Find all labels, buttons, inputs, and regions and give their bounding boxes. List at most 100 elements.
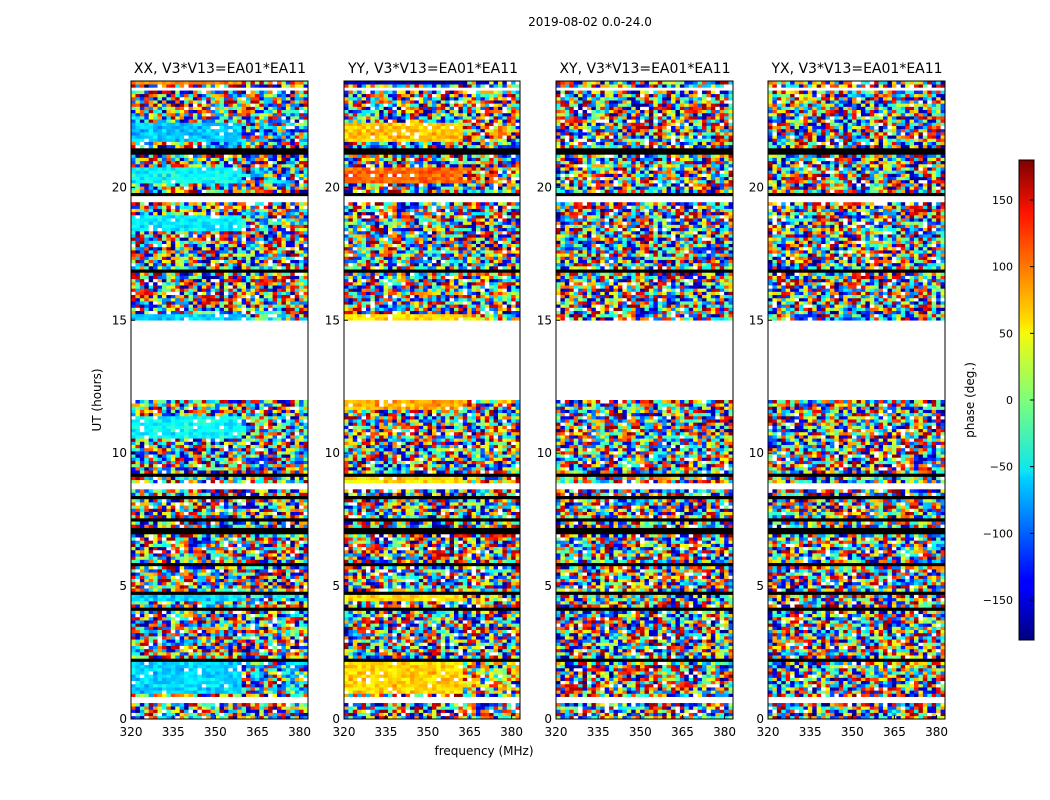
heatmap-cell xyxy=(188,540,194,544)
heatmap-cell xyxy=(232,291,238,296)
heatmap-cell xyxy=(254,224,260,229)
heatmap-cell xyxy=(250,301,256,305)
heatmap-cell xyxy=(157,677,163,682)
heatmap-cell xyxy=(179,230,185,235)
heatmap-cell xyxy=(228,671,234,675)
heatmap-cell xyxy=(161,674,167,678)
heatmap-cell xyxy=(161,537,167,541)
heatmap-cell xyxy=(192,186,198,190)
heatmap-cell xyxy=(299,454,304,458)
heatmap-cell xyxy=(206,578,211,583)
heatmap-cell xyxy=(223,253,229,257)
heatmap-cell xyxy=(166,463,172,468)
heatmap-cell xyxy=(232,205,238,209)
heatmap-cell xyxy=(215,281,220,286)
heatmap-cell xyxy=(192,712,198,717)
heatmap-cell xyxy=(179,412,185,417)
heatmap-cell xyxy=(135,285,141,289)
heatmap-cell xyxy=(219,202,225,206)
heatmap-cell xyxy=(232,230,238,235)
heatmap-cell xyxy=(219,250,225,254)
heatmap-cell xyxy=(237,642,242,646)
heatmap-cell xyxy=(272,214,278,219)
heatmap-cell xyxy=(259,441,265,445)
heatmap-cell xyxy=(303,221,309,225)
heatmap-cell xyxy=(241,214,247,219)
heatmap-cell xyxy=(175,610,180,615)
heatmap-cell xyxy=(241,256,247,260)
heatmap-cell xyxy=(241,444,247,449)
heatmap-cell xyxy=(144,661,149,666)
heatmap-cell xyxy=(184,664,189,669)
heatmap-cell xyxy=(281,415,287,420)
heatmap-cell xyxy=(228,683,234,688)
heatmap-cell xyxy=(228,202,234,206)
heatmap-cell xyxy=(259,709,265,713)
heatmap-cell xyxy=(219,234,225,238)
heatmap-cell xyxy=(241,253,247,257)
heatmap-cell xyxy=(139,715,145,720)
heatmap-cell xyxy=(131,208,136,213)
heatmap-cell xyxy=(139,690,145,694)
heatmap-cell xyxy=(201,454,207,458)
heatmap-cell xyxy=(219,712,225,717)
heatmap-cell xyxy=(206,202,211,206)
heatmap-cell xyxy=(281,687,287,691)
heatmap-cell xyxy=(135,460,141,465)
heatmap-cell xyxy=(157,623,163,627)
heatmap-cell xyxy=(135,712,141,717)
heatmap-cell xyxy=(161,425,167,430)
heatmap-cell xyxy=(281,211,287,216)
heatmap-cell xyxy=(201,431,207,436)
heatmap-cell xyxy=(201,313,207,318)
heatmap-cell xyxy=(277,189,282,193)
heatmap-cell xyxy=(170,597,176,602)
heatmap-cell xyxy=(161,431,167,436)
heatmap-cell xyxy=(210,703,216,707)
heatmap-cell xyxy=(268,709,273,713)
heatmap-cell xyxy=(246,514,251,519)
heatmap-cell xyxy=(299,588,304,592)
heatmap-cell xyxy=(268,655,273,659)
heatmap-cell xyxy=(272,581,278,586)
heatmap-cell xyxy=(210,266,216,270)
heatmap-cell xyxy=(223,674,229,678)
heatmap-cell xyxy=(188,636,194,640)
heatmap-cell xyxy=(299,460,304,465)
heatmap-cell xyxy=(254,237,260,241)
heatmap-cell xyxy=(161,205,167,209)
heatmap-cell xyxy=(272,600,278,605)
heatmap-cell xyxy=(259,259,265,264)
heatmap-cell xyxy=(228,597,234,602)
heatmap-cell xyxy=(188,578,194,583)
heatmap-cell xyxy=(250,508,256,512)
heatmap-cell xyxy=(201,498,207,503)
heatmap-cell xyxy=(303,629,309,634)
heatmap-cell xyxy=(192,447,198,452)
heatmap-cell xyxy=(241,575,247,579)
heatmap-cell xyxy=(241,706,247,710)
heatmap-cell xyxy=(250,667,256,672)
heatmap-cell xyxy=(223,463,229,468)
heatmap-cell xyxy=(139,297,145,302)
heatmap-cell xyxy=(210,514,216,519)
heatmap-cell xyxy=(272,463,278,468)
heatmap-cell xyxy=(215,237,220,241)
heatmap-cell xyxy=(228,508,234,512)
heatmap-cell xyxy=(259,502,265,506)
heatmap-cell xyxy=(161,310,167,315)
heatmap-cell xyxy=(131,540,136,544)
heatmap-cell xyxy=(215,240,220,244)
heatmap-cell xyxy=(192,403,198,407)
heatmap-cell xyxy=(166,578,172,583)
heatmap-cell xyxy=(290,600,296,605)
heatmap-cell xyxy=(175,703,180,707)
heatmap-cell xyxy=(263,240,269,244)
heatmap-cell xyxy=(277,253,282,257)
heatmap-cell xyxy=(166,703,172,707)
heatmap-cell xyxy=(215,690,220,694)
heatmap-cell xyxy=(281,431,287,436)
heatmap-cell xyxy=(250,620,256,624)
heatmap-cell xyxy=(192,259,198,264)
heatmap-cell xyxy=(299,438,304,442)
